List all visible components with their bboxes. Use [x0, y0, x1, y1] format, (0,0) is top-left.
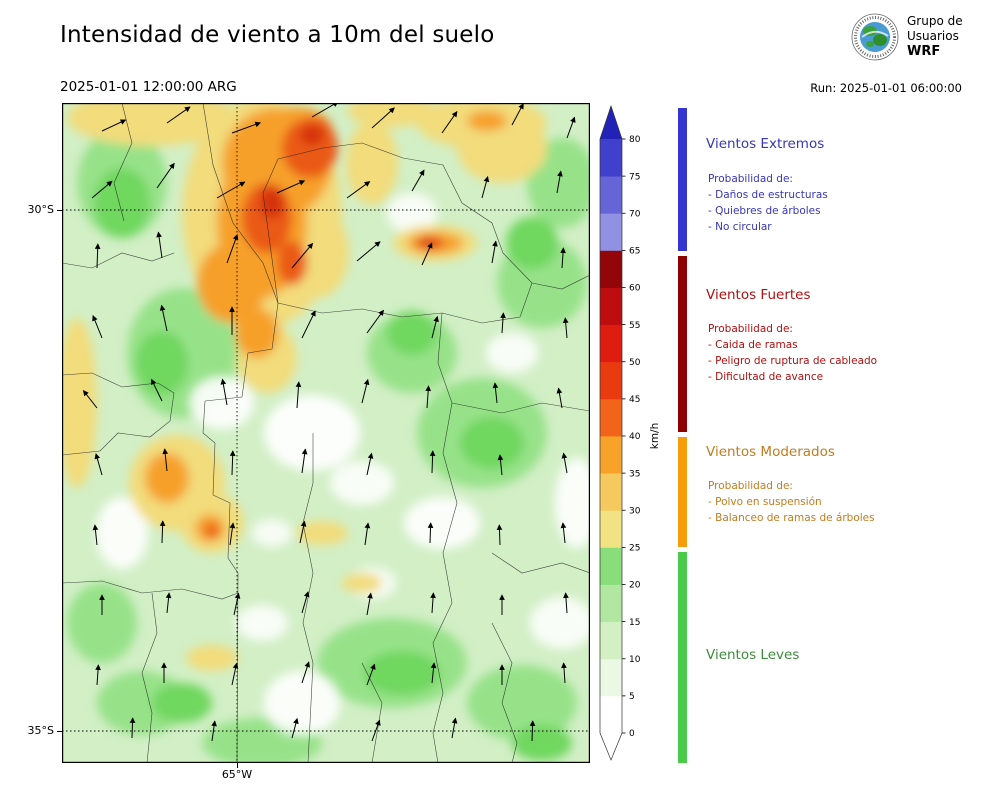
legend-bar-leves: [678, 552, 687, 763]
svg-text:60: 60: [629, 284, 641, 294]
svg-text:25: 25: [629, 544, 640, 554]
lat-label-35s: 35°S: [27, 724, 54, 737]
globe-icon: [851, 13, 899, 61]
prob-label: Probabilidad de:: [708, 323, 793, 335]
svg-text:70: 70: [629, 209, 641, 219]
svg-text:20: 20: [629, 581, 641, 591]
legend-items-extremos: Probabilidad de: - Daños de estructuras …: [708, 171, 828, 235]
svg-text:km/h: km/h: [649, 423, 661, 450]
svg-text:15: 15: [629, 618, 640, 628]
logo-text: Grupo de Usuarios WRF: [907, 14, 963, 60]
logo-line1: Grupo de: [907, 13, 963, 28]
page-title: Intensidad de viento a 10m del suelo: [60, 22, 495, 48]
svg-text:45: 45: [629, 395, 640, 405]
legend-item: - Polvo en suspensión: [708, 496, 822, 508]
valid-datetime: 2025-01-01 12:00:00 ARG: [60, 79, 237, 95]
lat-label-30s: 30°S: [27, 203, 54, 216]
prob-label: Probabilidad de:: [708, 173, 793, 185]
colorbar-svg: 0 5 10 15 20 25 30 35 40 45 50 55 60 65 70 75 80 km/h: [599, 104, 661, 761]
svg-text:35: 35: [629, 469, 640, 479]
legend-item: - No circular: [708, 221, 772, 233]
axis-tick: [237, 763, 238, 768]
prob-label: Probabilidad de:: [708, 480, 793, 492]
legend-bar-extremos: [678, 108, 687, 251]
legend-item: - Caida de ramas: [708, 339, 798, 351]
legend-items-moderados: Probabilidad de: - Polvo en suspensión -…: [708, 478, 875, 526]
svg-text:50: 50: [629, 358, 641, 368]
legend-heading-moderados: Vientos Moderados: [706, 444, 835, 460]
logo-line3: WRF: [907, 43, 941, 59]
svg-text:10: 10: [629, 655, 641, 665]
legend-item: - Dificultad de avance: [708, 371, 824, 383]
wind-map-svg: [62, 103, 590, 763]
axis-tick: [57, 210, 62, 211]
legend-bar-moderados: [678, 437, 687, 547]
legend-heading-leves: Vientos Leves: [706, 647, 800, 663]
legend-heading-fuertes: Vientos Fuertes: [706, 287, 811, 303]
wrf-logo: Grupo de Usuarios WRF: [850, 12, 963, 62]
svg-text:30: 30: [629, 506, 641, 516]
svg-text:55: 55: [629, 321, 640, 331]
legend-items-fuertes: Probabilidad de: - Caida de ramas - Peli…: [708, 321, 877, 385]
legend-heading-extremos: Vientos Extremos: [706, 136, 825, 152]
legend-item: - Peligro de ruptura de cableado: [708, 355, 878, 367]
svg-text:65: 65: [629, 247, 640, 257]
colorbar: 0 5 10 15 20 25 30 35 40 45 50 55 60 65 70 75 80 km/h: [598, 100, 670, 772]
svg-text:80: 80: [629, 135, 641, 145]
svg-text:5: 5: [629, 692, 635, 702]
lon-label-65w: 65°W: [221, 768, 253, 781]
logo-line2: Usuarios: [907, 28, 959, 43]
legend-item: - Quiebres de árboles: [708, 205, 821, 217]
svg-text:40: 40: [629, 432, 641, 442]
legend-panel: Vientos Extremos Probabilidad de: - Daño…: [670, 103, 1000, 773]
svg-text:0: 0: [629, 729, 635, 739]
legend-bar-fuertes: [678, 256, 687, 432]
legend-item: - Balanceo de ramas de árboles: [708, 512, 875, 524]
run-datetime: Run: 2025-01-01 06:00:00: [810, 81, 962, 95]
legend-item: - Daños de estructuras: [708, 189, 828, 201]
wind-map: [62, 103, 590, 763]
svg-text:75: 75: [629, 172, 640, 182]
axis-tick: [57, 731, 62, 732]
